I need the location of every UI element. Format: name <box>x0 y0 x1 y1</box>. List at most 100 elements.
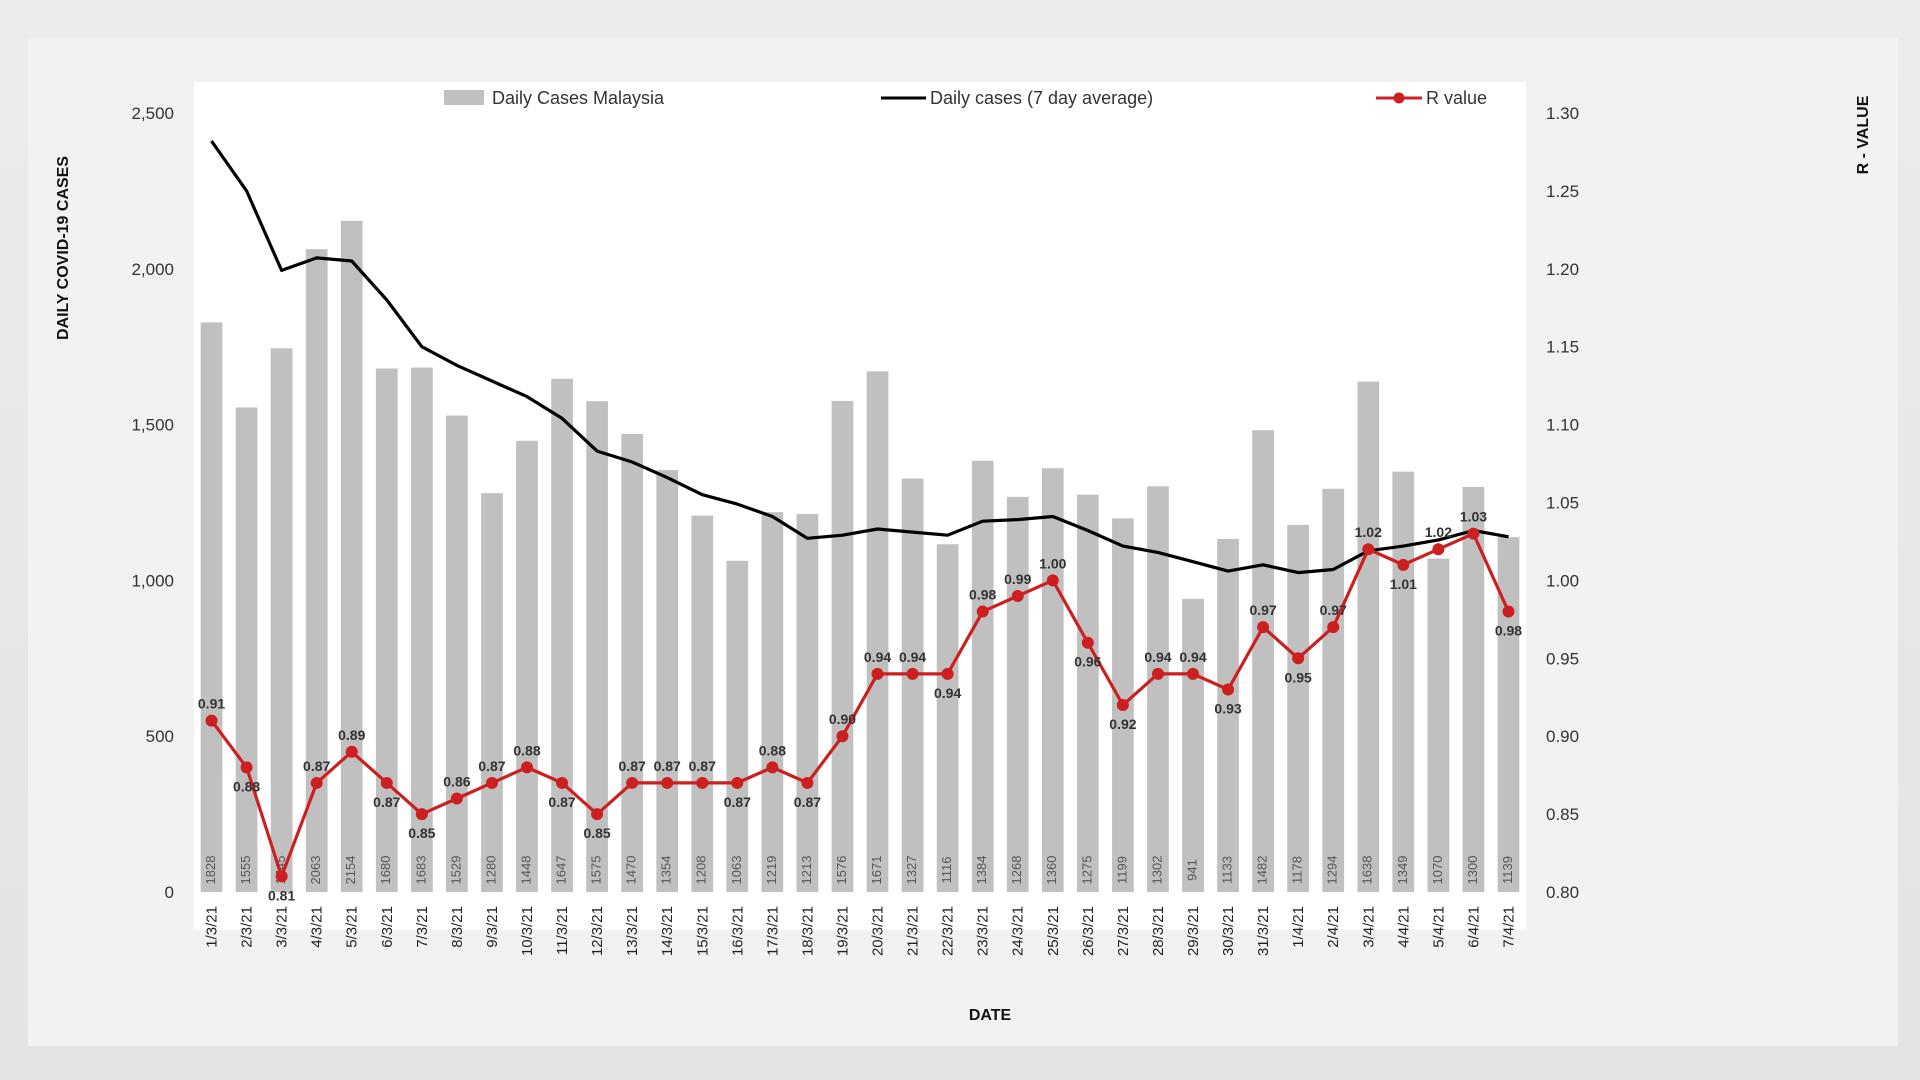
y2-tick-label: 1.05 <box>1546 494 1579 513</box>
y2-tick-label: 1.30 <box>1546 104 1579 123</box>
date-tick-label: 13/3/21 <box>624 906 641 956</box>
combo-chart: 1828 1555 1745 2063 2154 1680 1683 1529 1280 1448… <box>55 82 1872 1024</box>
y2-tick-label: 0.95 <box>1546 649 1579 668</box>
r-value-point <box>556 776 569 789</box>
bar <box>831 400 854 892</box>
bar <box>971 460 994 892</box>
date-tick-label: 6/4/21 <box>1465 906 1482 948</box>
r-value-point <box>766 761 779 774</box>
date-tick-label: 15/3/21 <box>694 906 711 956</box>
bar <box>761 512 784 892</box>
r-value-label: 0.88 <box>759 742 786 758</box>
r-value-point <box>1397 558 1410 571</box>
bar-value-label: 1482 <box>1255 856 1270 885</box>
y2-tick-label: 0.90 <box>1546 727 1579 746</box>
bar-value-label: 1300 <box>1465 856 1480 885</box>
bar-value-label: 941 <box>1184 859 1199 881</box>
r-value-label: 0.94 <box>934 685 961 701</box>
bar-value-label: 1275 <box>1079 856 1094 885</box>
r-value-label: 0.99 <box>1004 571 1031 587</box>
bar-value-label: 1448 <box>518 856 533 885</box>
bar-value-label: 1683 <box>413 856 428 885</box>
x-axis-title: DATE <box>969 1007 1012 1024</box>
r-value-point <box>205 714 218 727</box>
r-value-label: 0.87 <box>373 794 400 810</box>
date-tick-label: 5/3/21 <box>344 906 361 948</box>
r-value-label: 1.01 <box>1390 576 1417 592</box>
date-tick-label: 7/4/21 <box>1500 906 1517 948</box>
r-value-label: 0.87 <box>724 794 751 810</box>
date-tick-label: 21/3/21 <box>905 906 922 956</box>
bar <box>901 478 924 892</box>
date-tick-label: 1/3/21 <box>204 906 221 948</box>
r-value-label: 0.93 <box>1214 700 1241 716</box>
r-value-label: 0.87 <box>303 758 330 774</box>
date-tick-label: 12/3/21 <box>589 906 606 956</box>
bar <box>305 249 328 893</box>
bar-value-label: 1576 <box>834 856 849 885</box>
r-value-label: 0.90 <box>829 711 856 727</box>
bar <box>235 407 258 892</box>
date-axis-ticks: 1/3/21 2/3/21 3/3/21 4/3/21 5/3/21 6/3/21 7/3/… <box>204 906 1518 956</box>
r-value-label: 0.95 <box>1285 669 1312 685</box>
r-value-point <box>1292 652 1305 665</box>
r-value-point <box>1187 667 1199 680</box>
bar <box>1041 468 1064 892</box>
y-tick-label: 1,500 <box>131 416 174 435</box>
r-value-point <box>696 776 709 789</box>
bar <box>691 515 714 892</box>
bar <box>481 493 503 892</box>
y2-axis-title: R - VALUE <box>1855 95 1872 174</box>
r-value-point <box>591 808 604 821</box>
r-value-label: 0.85 <box>583 825 610 841</box>
bar <box>1427 558 1450 892</box>
y-tick-label: 0 <box>165 883 174 902</box>
r-value-point <box>415 808 428 821</box>
date-tick-label: 18/3/21 <box>799 906 816 956</box>
r-value-line <box>210 532 1510 879</box>
r-value-label: 0.87 <box>478 758 505 774</box>
bar-value-label: 1638 <box>1360 856 1375 885</box>
bar <box>1182 598 1204 892</box>
r-value-point <box>1432 543 1445 556</box>
bar-value-label: 1384 <box>974 856 989 885</box>
y2-tick-label: 1.00 <box>1546 571 1579 590</box>
bar <box>656 470 679 892</box>
bar <box>586 401 608 892</box>
bar-value-label: 1360 <box>1044 856 1059 885</box>
r-value-label: 1.02 <box>1355 524 1382 540</box>
bar-value-label: 1208 <box>694 856 709 885</box>
date-tick-label: 20/3/21 <box>870 906 887 956</box>
date-tick-label: 6/3/21 <box>379 906 396 948</box>
bar-value-label: 1280 <box>483 856 498 885</box>
r-value-point <box>380 776 393 789</box>
bar-value-label: 1199 <box>1114 856 1129 884</box>
r-value-label: 0.87 <box>689 758 716 774</box>
r-value-point <box>275 870 288 883</box>
legend-label-r: R value <box>1426 88 1487 108</box>
r-value-point <box>1502 605 1515 618</box>
date-tick-label: 28/3/21 <box>1150 906 1167 956</box>
y-tick-label: 2,000 <box>131 260 174 279</box>
y2-tick-label: 0.80 <box>1546 883 1579 902</box>
bar <box>446 415 468 892</box>
y-tick-label: 1,000 <box>131 571 174 590</box>
r-value-point <box>836 730 849 743</box>
bar <box>1462 486 1485 892</box>
r-value-label: 0.92 <box>1109 716 1136 732</box>
r-value-point <box>1327 621 1340 634</box>
r-value-point <box>1046 574 1059 587</box>
bar <box>1287 524 1310 892</box>
r-value-label: 0.87 <box>619 758 646 774</box>
y-axis-title: DAILY COVID-19 CASES <box>55 156 72 340</box>
bar <box>1076 494 1099 892</box>
bar-value-label: 1294 <box>1325 856 1340 885</box>
bar <box>551 378 573 892</box>
r-value-point <box>871 667 884 680</box>
r-value-label: 0.89 <box>338 727 365 743</box>
r-value-point <box>521 761 533 774</box>
r-value-point <box>450 792 463 805</box>
bar-value-label: 1302 <box>1149 856 1164 885</box>
bar <box>1006 496 1029 892</box>
date-tick-label: 9/3/21 <box>484 906 501 948</box>
